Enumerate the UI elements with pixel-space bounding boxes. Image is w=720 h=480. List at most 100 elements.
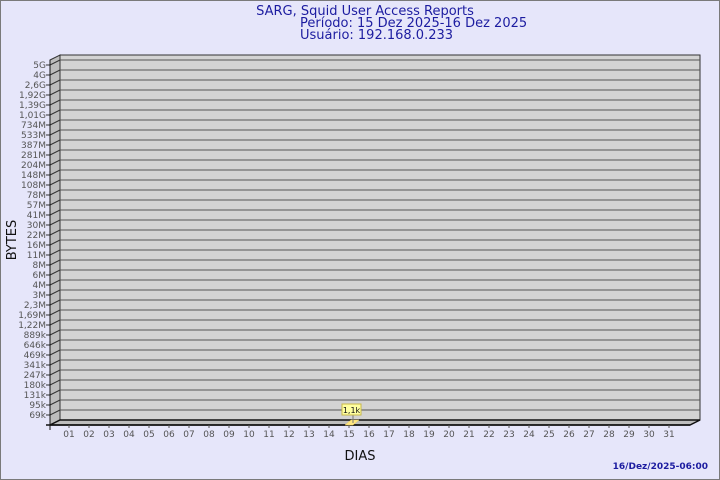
x-axis-label: DIAS (345, 449, 376, 464)
y-tick-label: 1,01G (19, 111, 46, 121)
gridline-side (49, 79, 61, 86)
y-tick-label: 387M (21, 141, 46, 151)
y-tick-label: 889k (24, 331, 47, 341)
y-tick-label: 8M (33, 261, 47, 271)
y-tick-label: 2,6G (25, 81, 46, 91)
y-tick-label: 3M (33, 291, 47, 301)
x-tick-label: 03 (103, 430, 114, 440)
y-tick-label: 4M (33, 281, 47, 291)
bar-data-label: 1,1k (343, 406, 361, 415)
gridline-side (49, 299, 61, 306)
x-tick-label: 06 (163, 430, 175, 440)
y-tick-label: 4G (33, 71, 46, 81)
y-tick-label: 69k (29, 411, 46, 421)
gridline-side (49, 229, 61, 236)
y-tick-label: 11M (27, 251, 46, 261)
y-tick-label: 22M (27, 231, 46, 241)
y-tick-label: 247k (24, 371, 47, 381)
y-tick-label: 1,69M (18, 311, 46, 321)
gridline-side (49, 109, 61, 116)
y-tick-label: 1,39G (19, 101, 46, 111)
x-tick-label: 12 (283, 430, 294, 440)
x-tick-label: 31 (663, 430, 674, 440)
y-axis-label: BYTES (5, 220, 20, 261)
x-tick-label: 20 (443, 430, 455, 440)
x-tick-label: 25 (543, 430, 554, 440)
chart-title: SARG, Squid User Access Reports (256, 4, 474, 19)
gridline-side (49, 379, 61, 386)
x-tick-label: 30 (643, 430, 655, 440)
y-tick-label: 646k (24, 341, 47, 351)
gridline-side (49, 149, 61, 156)
gridline-side (49, 349, 61, 356)
gridline-side (49, 99, 61, 106)
gridline-side (49, 369, 61, 376)
gridline-side (49, 129, 61, 136)
gridline-side (49, 409, 61, 416)
y-tick-label: 16M (27, 241, 46, 251)
x-tick-label: 28 (603, 430, 615, 440)
x-tick-label: 18 (403, 430, 415, 440)
y-tick-label: 469k (24, 351, 47, 361)
x-tick-label: 07 (183, 430, 194, 440)
y-tick-label: 108M (21, 181, 46, 191)
gridline-side (49, 279, 61, 286)
gridline-side (49, 119, 61, 126)
y-tick-label: 341k (24, 361, 47, 371)
y-tick-label: 533M (21, 131, 46, 141)
gridline-side (49, 339, 61, 346)
x-tick-label: 15 (343, 430, 354, 440)
x-tick-label: 22 (483, 430, 494, 440)
y-tick-label: 2,3M (24, 301, 46, 311)
gridline-side (49, 199, 61, 206)
x-tick-label: 11 (263, 430, 274, 440)
y-tick-label: 6M (33, 271, 47, 281)
gridline-side (49, 209, 61, 216)
x-tick-label: 09 (223, 430, 235, 440)
x-tick-label: 21 (463, 430, 474, 440)
y-tick-label: 1,22M (18, 321, 46, 331)
y-tick-label: 131k (24, 391, 47, 401)
x-tick-label: 26 (563, 430, 575, 440)
gridline-side (49, 89, 61, 96)
x-tick-label: 14 (323, 430, 335, 440)
plot-back-wall (59, 54, 701, 421)
y-tick-label: 57M (27, 201, 46, 211)
gridline-side (49, 69, 61, 76)
gridline-side (49, 319, 61, 326)
x-tick-label: 01 (63, 430, 74, 440)
gridline-side (49, 189, 61, 196)
plot-area: 5G4G2,6G1,92G1,39G1,01G734M533M387M281M2… (18, 54, 701, 440)
chart-subtitle-period: Período: 15 Dez 2025-16 Dez 2025 (300, 16, 527, 31)
gridline-side (49, 259, 61, 266)
generated-timestamp: 16/Dez/2025-06:00 (613, 462, 708, 472)
x-tick-label: 27 (583, 430, 594, 440)
y-tick-label: 281M (21, 151, 46, 161)
y-tick-label: 95k (29, 401, 46, 411)
x-tick-label: 24 (523, 430, 535, 440)
y-tick-label: 734M (21, 121, 46, 131)
x-tick-label: 19 (423, 430, 435, 440)
gridline-side (49, 399, 61, 406)
x-tick-label: 17 (383, 430, 394, 440)
x-tick-label: 29 (623, 430, 635, 440)
x-tick-label: 05 (143, 430, 154, 440)
x-tick-label: 13 (303, 430, 314, 440)
y-tick-label: 30M (27, 221, 46, 231)
gridline-side (49, 249, 61, 256)
gridline-side (49, 389, 61, 396)
bar-label-box (341, 403, 362, 416)
gridline-side (49, 159, 61, 166)
x-tick-label: 02 (83, 430, 94, 440)
gridline-side (49, 219, 61, 226)
gridline-side (49, 309, 61, 316)
gridline-side (49, 269, 61, 276)
x-tick-label: 23 (503, 430, 514, 440)
y-tick-label: 5G (33, 61, 46, 71)
gridline-side (49, 139, 61, 146)
gridline-side (49, 359, 61, 366)
gridline-side (49, 329, 61, 336)
gridline-side (49, 169, 61, 176)
gridline-side (49, 179, 61, 186)
